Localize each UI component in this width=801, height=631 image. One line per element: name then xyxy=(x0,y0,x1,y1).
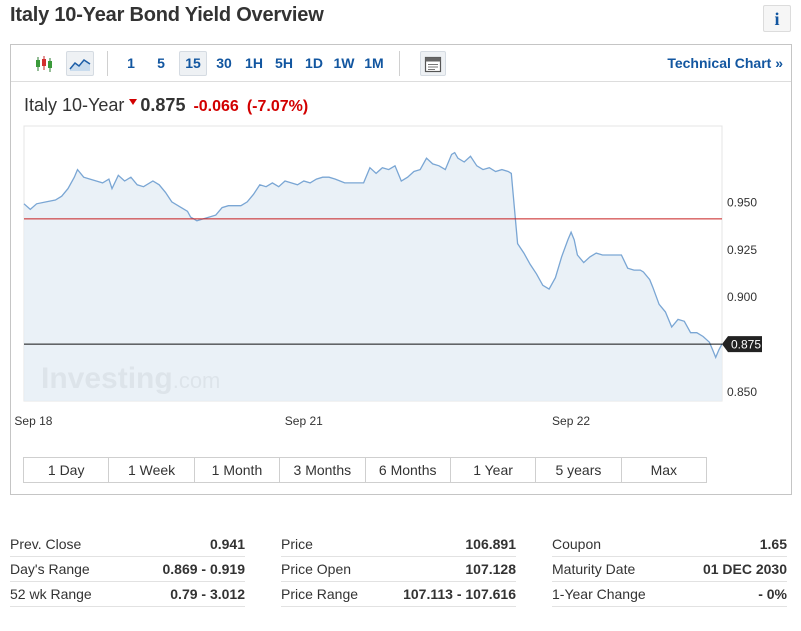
interval-5[interactable]: 5 xyxy=(157,55,165,71)
last-price: 0.875 xyxy=(140,95,186,115)
stat-label: Price xyxy=(281,536,313,552)
interval-1w[interactable]: 1W xyxy=(333,55,355,71)
stat-label: 52 wk Range xyxy=(10,586,92,602)
stat-row: 52 wk Range 0.79 - 3.012 xyxy=(10,582,245,607)
instrument-name: Italy 10-Year xyxy=(24,95,125,115)
stat-value: 0.869 - 0.919 xyxy=(162,561,245,577)
range-1-week[interactable]: 1 Week xyxy=(109,458,195,482)
page-title: Italy 10-Year Bond Yield Overview xyxy=(10,4,324,26)
time-range-selector: 1 Day 1 Week 1 Month 3 Months 6 Months 1 Year… xyxy=(23,457,707,483)
quote-header: Italy 10-Year 0.875 -0.066 (-7.07%) xyxy=(24,95,308,119)
stat-row: Day's Range 0.869 - 0.919 xyxy=(10,557,245,582)
area-chart-icon xyxy=(69,58,91,71)
candlestick-icon xyxy=(36,55,52,72)
series-line xyxy=(23,151,723,360)
stat-row: Price Open 107.128 xyxy=(281,557,516,582)
toolbar-divider xyxy=(399,51,400,76)
stat-row: 1-Year Change - 0% xyxy=(552,582,787,607)
stat-value: 0.941 xyxy=(209,536,245,552)
yield-chart[interactable]: Investing.com0.8750.9500.9250.9000.850Se… xyxy=(11,45,791,455)
calendar-icon xyxy=(424,56,442,72)
interval-1d[interactable]: 1D xyxy=(305,55,323,71)
range-1-month[interactable]: 1 Month xyxy=(195,458,281,482)
range-max[interactable]: Max xyxy=(650,462,678,478)
stat-value: 1.65 xyxy=(759,536,787,552)
last-price-tag xyxy=(722,336,762,353)
stat-value: 106.891 xyxy=(465,536,516,552)
stat-value: 107.128 xyxy=(465,561,516,577)
stat-value: 01 DEC 2030 xyxy=(702,561,787,577)
y-tick-label: 0.850 xyxy=(727,385,757,399)
range-5-years[interactable]: 5 years xyxy=(536,458,622,482)
interval-30[interactable]: 30 xyxy=(216,55,232,71)
stats-column: Price 106.891 Price Open 107.128 Price Range… xyxy=(281,532,516,607)
stat-row: Prev. Close 0.941 xyxy=(10,532,245,557)
range-3-months[interactable]: 3 Months xyxy=(280,458,366,482)
range-6-months[interactable]: 6 Months xyxy=(366,458,451,482)
stat-label: Prev. Close xyxy=(10,536,82,552)
stat-row: Price Range 107.113 - 107.616 xyxy=(281,582,516,607)
x-tick-label: Sep 21 xyxy=(285,414,323,428)
interval-1m[interactable]: 1M xyxy=(364,55,384,71)
area-chart-button[interactable] xyxy=(66,51,94,76)
stat-label: Maturity Date xyxy=(552,561,636,577)
stat-label: Coupon xyxy=(552,536,602,552)
stat-value: 0.79 - 3.012 xyxy=(170,586,245,602)
series-area xyxy=(24,152,722,401)
y-tick-label: 0.950 xyxy=(727,195,757,209)
chart-widget: 1 5 15 30 1H 5H 1D 1W 1M Technical Chart » Italy… xyxy=(10,44,792,495)
interval-15[interactable]: 15 xyxy=(179,51,207,76)
interval-1[interactable]: 1 xyxy=(127,55,135,71)
stat-label: Day's Range xyxy=(10,561,90,577)
interval-5h[interactable]: 5H xyxy=(275,55,293,71)
last-price-tag-label: 0.875 xyxy=(731,338,761,352)
technical-chart-link[interactable]: Technical Chart » xyxy=(667,55,783,71)
candlestick-chart-button[interactable] xyxy=(31,51,57,76)
stat-label: Price Open xyxy=(281,561,352,577)
range-1-day[interactable]: 1 Day xyxy=(24,458,110,482)
calendar-button[interactable] xyxy=(420,51,446,76)
stat-value: - 0% xyxy=(758,586,787,602)
stat-row: Price 106.891 xyxy=(281,532,516,557)
x-tick-label: Sep 18 xyxy=(14,414,52,428)
info-button[interactable]: i xyxy=(763,5,791,32)
stats-column: Coupon 1.65 Maturity Date 01 DEC 2030 1-Year… xyxy=(552,532,787,607)
stat-row: Maturity Date 01 DEC 2030 xyxy=(552,557,787,582)
y-tick-label: 0.900 xyxy=(727,290,757,304)
stat-row: Coupon 1.65 xyxy=(552,532,787,557)
y-tick-label: 0.925 xyxy=(727,243,757,257)
price-change: -0.066 xyxy=(193,98,239,115)
down-arrow-icon xyxy=(129,99,138,105)
stat-label: 1-Year Change xyxy=(552,586,646,602)
stat-label: Price Range xyxy=(281,586,359,602)
x-tick-label: Sep 22 xyxy=(552,414,590,428)
stats-column: Prev. Close 0.941 Day's Range 0.869 - 0.919… xyxy=(10,532,245,607)
range-1-year[interactable]: 1 Year xyxy=(451,458,537,482)
price-change-percent: (-7.07%) xyxy=(246,98,309,115)
stat-value: 107.113 - 107.616 xyxy=(403,586,516,602)
chart-toolbar: 1 5 15 30 1H 5H 1D 1W 1M Technical Chart » xyxy=(11,45,791,82)
interval-1h[interactable]: 1H xyxy=(245,55,263,71)
toolbar-divider xyxy=(107,51,108,76)
